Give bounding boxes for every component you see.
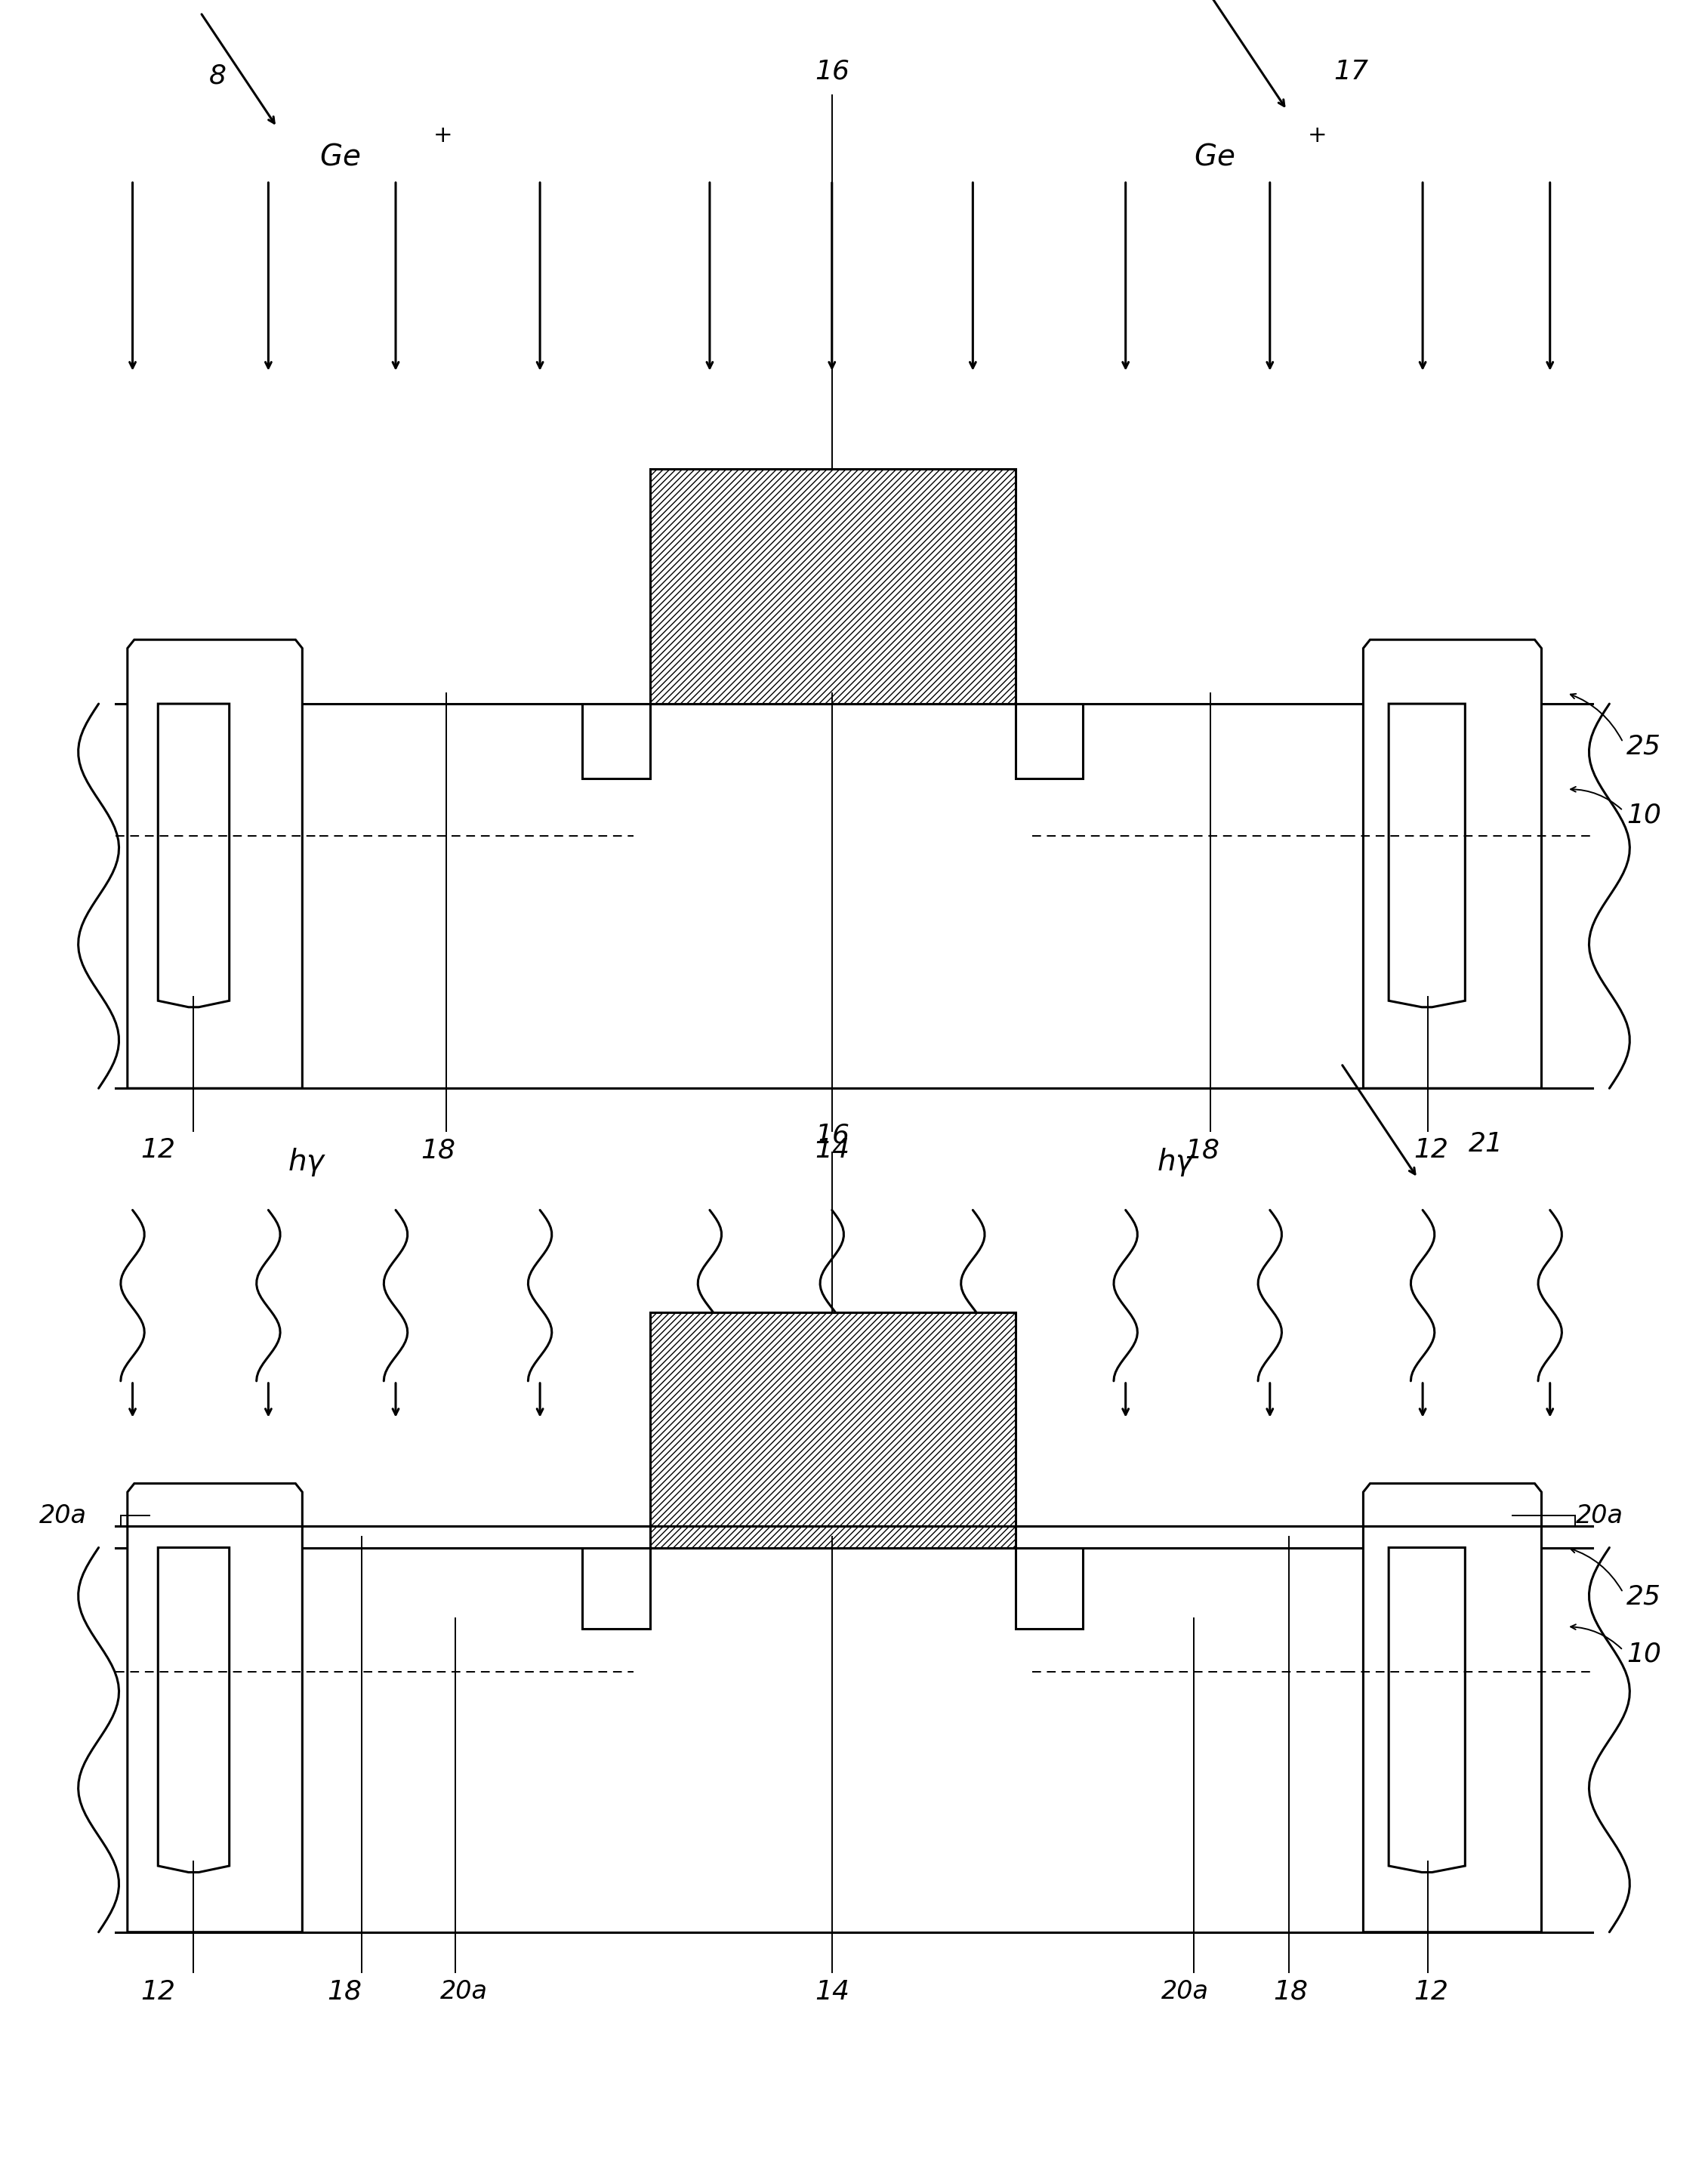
- Text: 20a: 20a: [1161, 1980, 1209, 2004]
- Text: 12: 12: [1414, 1980, 1448, 2004]
- Text: 20a: 20a: [1575, 1504, 1623, 1528]
- Text: 16: 16: [815, 1122, 849, 1148]
- Text: $h\gamma$: $h\gamma$: [289, 1146, 326, 1179]
- Text: 16: 16: [815, 59, 849, 85]
- Polygon shape: [159, 703, 229, 1006]
- Text: 17: 17: [1334, 59, 1368, 85]
- Polygon shape: [1389, 703, 1465, 1006]
- Bar: [651, 469, 1015, 703]
- Text: $Ge$: $Ge$: [319, 142, 360, 170]
- Text: $+$: $+$: [1307, 124, 1325, 146]
- Text: 12: 12: [1414, 1137, 1448, 1164]
- Polygon shape: [159, 1548, 229, 1873]
- Text: 10: 10: [1626, 801, 1662, 827]
- Text: $Ge$: $Ge$: [1194, 142, 1235, 170]
- Text: 12: 12: [140, 1980, 176, 2004]
- Text: 20a: 20a: [39, 1504, 87, 1528]
- Bar: [116, 703, 1592, 1089]
- Text: 18: 18: [1185, 1137, 1220, 1164]
- Bar: [582, 1548, 651, 1629]
- Text: 18: 18: [1272, 1980, 1308, 2004]
- Polygon shape: [1363, 640, 1542, 1089]
- Text: 18: 18: [328, 1980, 362, 2004]
- Text: 10: 10: [1626, 1642, 1662, 1668]
- Bar: [99, 1548, 1609, 1932]
- Polygon shape: [1389, 1548, 1465, 1873]
- Bar: [582, 703, 651, 779]
- Text: 12: 12: [140, 1137, 176, 1164]
- Polygon shape: [1363, 1484, 1542, 1932]
- Text: 25: 25: [1626, 1585, 1662, 1609]
- Text: 18: 18: [420, 1137, 456, 1164]
- Bar: [99, 703, 1609, 1089]
- Text: 21: 21: [1469, 1131, 1503, 1157]
- Text: 14: 14: [815, 1137, 849, 1164]
- Text: $h\gamma$: $h\gamma$: [1156, 1146, 1196, 1179]
- Bar: [116, 1548, 1592, 1932]
- Bar: [1015, 1548, 1083, 1629]
- Text: $+$: $+$: [434, 124, 451, 146]
- Bar: [651, 1312, 1015, 1548]
- Text: 20a: 20a: [439, 1980, 487, 2004]
- Text: 14: 14: [815, 1980, 849, 2004]
- Polygon shape: [128, 1484, 302, 1932]
- Text: 25: 25: [1626, 733, 1662, 760]
- Polygon shape: [128, 640, 302, 1089]
- Bar: [1015, 703, 1083, 779]
- Text: 8: 8: [208, 63, 225, 90]
